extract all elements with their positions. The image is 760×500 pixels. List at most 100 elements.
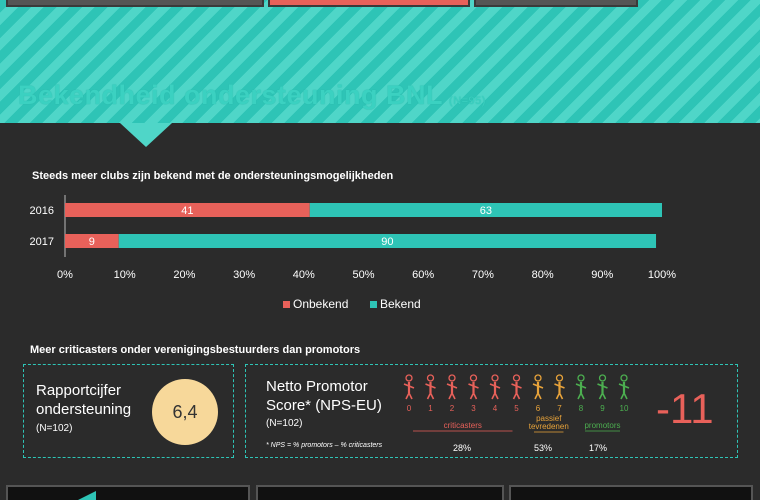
figure-arms <box>489 383 501 389</box>
figure-arms <box>554 383 565 389</box>
figure-head <box>598 374 607 382</box>
figure-leg <box>623 392 628 400</box>
figure-leg <box>512 392 518 400</box>
person-figure-icon <box>425 374 436 400</box>
nps-label-line2: Score* (NPS-EU) <box>266 397 382 414</box>
person-figure-icon <box>597 374 608 400</box>
figure-head <box>512 374 521 382</box>
chart-title: Steeds meer clubs zijn bekend met de ond… <box>32 170 394 182</box>
figure-arms <box>511 383 522 389</box>
group-percent: 28% <box>453 443 471 453</box>
group-label: passief <box>536 414 562 423</box>
figure-leg <box>469 392 475 400</box>
x-tick-label: 50% <box>352 269 374 281</box>
person-figure-icon <box>403 374 415 400</box>
nps-box: Netto Promotor Score* (NPS-EU) (N=102) *… <box>245 364 738 458</box>
figure-leg <box>494 392 499 400</box>
figure-leg <box>577 392 582 400</box>
x-tick-label: 30% <box>233 269 255 281</box>
bottom-nav-tab[interactable] <box>509 485 753 500</box>
scale-label: 5 <box>514 404 519 413</box>
figure-arms <box>597 383 608 389</box>
category-label: 2017 <box>30 236 54 248</box>
scale-label: 4 <box>493 404 498 413</box>
figure-arms <box>618 383 630 389</box>
figure-head <box>448 374 456 382</box>
top-nav-tab[interactable] <box>474 0 638 7</box>
person-figure-icon <box>489 374 501 400</box>
rapport-label: Rapportcijfer ondersteuning <box>36 381 131 419</box>
bar-onbekend-2016 <box>65 203 310 217</box>
figure-arms <box>403 383 415 389</box>
group-label: tevredenen <box>529 422 569 431</box>
bar-bekend-2017 <box>118 234 657 248</box>
bar-onbekend-2017 <box>65 234 119 248</box>
figure-arms <box>425 383 436 389</box>
x-tick-label: 0% <box>57 269 73 281</box>
top-nav-tab-active[interactable] <box>268 0 470 7</box>
top-banner <box>0 0 760 123</box>
legend-label-onbekend: Onbekend <box>293 297 348 311</box>
figure-leg <box>555 392 561 400</box>
top-nav-tab[interactable] <box>6 0 264 7</box>
section2-title: Meer criticasters onder verenigingsbestu… <box>30 344 361 356</box>
figure-leg <box>601 392 607 400</box>
figure-arms <box>575 383 587 389</box>
scale-label: 9 <box>600 404 605 413</box>
group-percent: 17% <box>589 443 607 453</box>
banner-notch <box>120 123 172 147</box>
x-tick-label: 80% <box>532 269 554 281</box>
figure-arms <box>532 383 544 389</box>
rapport-score-circle: 6,4 <box>152 379 218 445</box>
figure-leg <box>429 392 435 400</box>
x-tick-label: 60% <box>412 269 434 281</box>
nps-n: (N=102) <box>266 418 303 429</box>
legend-swatch-onbekend <box>283 301 290 308</box>
legend-swatch-bekend <box>370 301 377 308</box>
scale-label: 6 <box>536 404 541 413</box>
figure-leg <box>451 392 456 400</box>
data-label: 9 <box>89 236 95 248</box>
figure-leg <box>408 392 413 400</box>
figure-head <box>469 374 478 382</box>
group-label: promotors <box>584 421 620 430</box>
figure-leg <box>405 392 410 400</box>
figure-leg <box>534 392 539 400</box>
person-figure-icon <box>511 374 522 400</box>
category-label: 2016 <box>30 205 54 217</box>
scale-label: 8 <box>579 404 584 413</box>
rapport-label-line2: ondersteuning <box>36 401 132 418</box>
figure-head <box>555 374 564 382</box>
scale-label: 3 <box>471 404 476 413</box>
bottom-nav-tab[interactable] <box>256 485 504 500</box>
nps-note: * NPS = % promotors – % criticasters <box>266 442 383 449</box>
person-figure-icon <box>618 374 630 400</box>
figure-head <box>491 374 499 382</box>
x-tick-label: 70% <box>472 269 494 281</box>
x-tick-label: 10% <box>114 269 136 281</box>
scale-label: 0 <box>407 404 412 413</box>
figure-leg <box>515 392 521 400</box>
figure-head <box>620 374 628 382</box>
bottom-tab-marker <box>78 491 96 500</box>
figure-leg <box>426 392 432 400</box>
banner-title: Bekendheid ondersteuning BNL (N=95) <box>18 80 486 111</box>
person-figure-icon <box>468 374 479 400</box>
figure-leg <box>580 392 585 400</box>
figure-arms <box>468 383 479 389</box>
nps-label: Netto Promotor Score* (NPS-EU) <box>266 377 382 415</box>
scale-label: 10 <box>620 404 629 413</box>
banner-title-suffix: (N=95) <box>449 95 486 107</box>
rapport-box: Rapportcijfer ondersteuning (N=102) 6,4 <box>23 364 234 458</box>
scale-label: 7 <box>557 404 562 413</box>
rapport-label-line1: Rapportcijfer <box>36 382 122 399</box>
figure-head <box>405 374 413 382</box>
stacked-bar-chart: 2016 41 63 2017 9 90 0% 10% 20% 30% 40% 50% 60% 70% 80… <box>30 195 676 311</box>
bottom-nav-tab[interactable] <box>6 485 250 500</box>
x-tick-label: 100% <box>648 269 676 281</box>
figure-leg <box>598 392 604 400</box>
nps-label-line1: Netto Promotor <box>266 378 368 395</box>
person-figure-icon <box>446 374 458 400</box>
rapport-n: (N=102) <box>36 423 73 434</box>
figure-leg <box>537 392 542 400</box>
